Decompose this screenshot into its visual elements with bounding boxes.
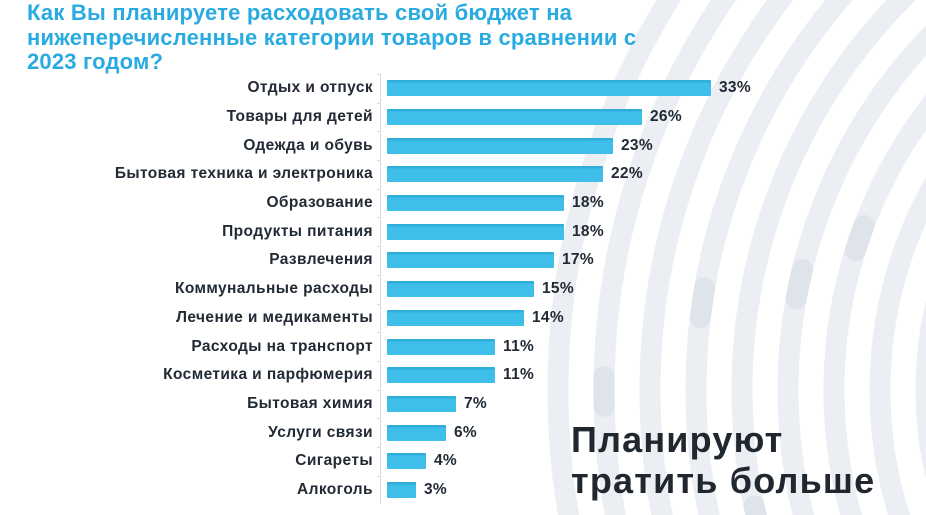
bar: [387, 395, 456, 412]
axis-line: [377, 389, 387, 419]
category-label: Алкоголь: [297, 480, 373, 498]
bar: [387, 166, 603, 183]
category-label: Товары для детей: [226, 108, 373, 126]
bar: [387, 424, 446, 441]
annotation-text: Планируют тратить больше: [571, 419, 875, 501]
category-label: Продукты питания: [222, 222, 373, 240]
axis-line: [377, 246, 387, 275]
chart-title-line-1: Как Вы планируете расходовать свой бюдже…: [27, 0, 573, 25]
value-label: 4%: [434, 452, 458, 470]
category-label: Услуги связи: [268, 423, 373, 441]
category-label: Сигареты: [295, 452, 373, 470]
bar: [387, 195, 564, 212]
bar: [387, 252, 554, 269]
category-label: Отдых и отпуск: [247, 79, 373, 97]
chart-title-line-2: нижеперечисленные категории товаров в ср…: [27, 24, 637, 50]
bar: [387, 338, 495, 355]
bar: [387, 109, 642, 126]
axis-line: [377, 74, 387, 103]
chart-row: Услуги связи 6%: [0, 418, 926, 447]
axis-line: [377, 446, 387, 476]
chart-row: Коммунальные расходы 15%: [0, 274, 926, 304]
axis-line: [377, 418, 387, 447]
value-label: 26%: [650, 108, 682, 126]
value-label: 7%: [464, 394, 488, 412]
bar: [387, 367, 495, 384]
axis-line: [377, 360, 387, 390]
category-label: Расходы на транспорт: [191, 337, 373, 355]
chart-row: Сигареты 4%: [0, 446, 926, 476]
value-label: 6%: [454, 423, 478, 441]
bar: [387, 137, 613, 154]
value-label: 23%: [621, 136, 653, 154]
value-label: 18%: [572, 194, 604, 212]
bar: [387, 80, 711, 97]
value-label: 14%: [532, 308, 564, 326]
bar-chart: Отдых и отпуск 33% Товары для детей 26% …: [0, 74, 926, 505]
category-label: Бытовая техника и электроника: [114, 165, 373, 183]
chart-row: Бытовая химия 7%: [0, 389, 926, 419]
axis-line: [377, 131, 387, 161]
category-label: Образование: [266, 194, 373, 212]
category-label: Развлечения: [269, 251, 373, 269]
axis-line: [377, 188, 387, 218]
annotation-line-2: тратить больше: [571, 460, 876, 501]
chart-row: Образование 18%: [0, 188, 926, 218]
category-label: Косметика и парфюмерия: [163, 366, 373, 384]
chart-row: Косметика и парфюмерия 11%: [0, 360, 926, 390]
chart-row: Алкоголь 3%: [0, 475, 926, 505]
bar: [387, 223, 564, 240]
value-label: 15%: [542, 280, 574, 298]
axis-line: [377, 102, 387, 132]
axis-line: [377, 332, 387, 361]
category-label: Бытовая химия: [247, 394, 373, 412]
axis-line: [377, 475, 387, 505]
axis-line: [377, 160, 387, 189]
value-label: 22%: [611, 165, 643, 183]
value-label: 18%: [572, 222, 604, 240]
value-label: 33%: [719, 79, 751, 97]
chart-row: Одежда и обувь 23%: [0, 131, 926, 161]
chart-row: Расходы на транспорт 11%: [0, 332, 926, 361]
axis-line: [377, 303, 387, 333]
chart-row: Лечение и медикаменты 14%: [0, 303, 926, 333]
bar: [387, 481, 416, 498]
category-label: Одежда и обувь: [243, 136, 373, 154]
value-label: 11%: [503, 337, 535, 355]
category-label: Лечение и медикаменты: [176, 308, 373, 326]
chart-row: Развлечения 17%: [0, 246, 926, 275]
value-label: 3%: [424, 480, 448, 498]
chart-row: Продукты питания 18%: [0, 217, 926, 247]
chart-row: Товары для детей 26%: [0, 102, 926, 132]
bar: [387, 281, 534, 298]
axis-line: [377, 217, 387, 247]
bar: [387, 309, 524, 326]
annotation-line-1: Планируют: [571, 419, 784, 460]
chart-row: Отдых и отпуск 33%: [0, 74, 926, 103]
chart-title: Как Вы планируете расходовать свой бюдже…: [27, 0, 827, 75]
value-label: 11%: [503, 366, 535, 384]
value-label: 17%: [562, 251, 594, 269]
category-label: Коммунальные расходы: [174, 280, 373, 298]
axis-line: [377, 274, 387, 304]
bar: [387, 453, 426, 470]
chart-title-line-3: 2023 годом?: [27, 49, 164, 74]
chart-row: Бытовая техника и электроника 22%: [0, 160, 926, 189]
